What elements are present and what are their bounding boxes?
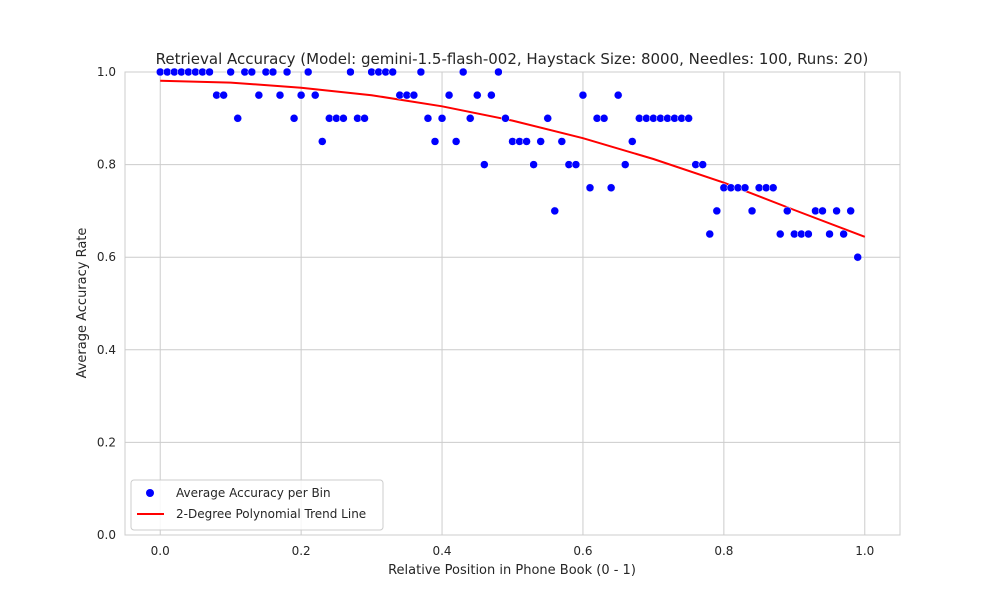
x-tick-label: 0.8 [714,544,733,558]
y-tick-label: 0.6 [97,250,116,264]
data-point [423,114,433,123]
data-point [303,67,313,77]
data-point [296,90,306,100]
y-tick-label: 0.4 [97,343,116,357]
data-point [522,137,531,146]
data-point [804,229,813,239]
data-point [775,229,785,239]
data-point [585,183,595,192]
chart-title: Retrieval Accuracy (Model: gemini-1.5-fl… [156,50,869,68]
data-point [740,183,750,192]
data-point [825,229,834,239]
data-point [247,67,257,77]
data-point [712,206,722,216]
legend-box [130,479,384,531]
data-point [613,90,623,100]
data-point [282,67,292,77]
data-point [473,90,482,100]
x-tick-labels: 0.0 0.2 0.4 0.6 0.8 1.0 [151,544,875,558]
data-point [536,137,545,146]
data-point [599,114,609,123]
data-point [480,160,489,169]
data-point [628,137,637,146]
scatter-points [155,67,862,262]
data-point [318,137,327,146]
data-point [705,229,715,239]
data-point [416,67,426,77]
x-tick-label: 0.6 [573,544,592,558]
data-point [606,183,616,192]
data-point [360,114,369,123]
data-point [578,90,588,100]
trend-line-group [160,79,866,238]
data-point [501,114,510,123]
data-point [268,67,278,77]
data-point [698,160,707,169]
data-point [550,206,560,216]
y-axis-title: Average Accuracy Rate [75,228,90,379]
data-point [747,206,757,216]
data-point [233,114,242,123]
data-point [289,114,299,123]
data-point [254,90,264,100]
x-axis-title: Relative Position in Phone Book (0 - 1) [388,563,636,578]
plot-frame [124,71,901,536]
data-point [310,90,320,100]
data-point [226,67,235,77]
legend-label-trend: 2-Degree Polynomial Trend Line [176,507,366,521]
y-tick-label: 1.0 [97,65,116,79]
y-tick-label: 0.8 [97,158,116,172]
data-point [557,137,567,146]
data-point [275,90,285,100]
data-point [846,206,855,216]
data-point [839,229,848,239]
data-point [409,90,419,100]
legend: Average Accuracy per Bin 2-Degree Polyno… [130,479,384,531]
data-point [620,160,630,169]
data-point [346,67,355,77]
data-point [684,114,693,123]
data-point [543,114,552,123]
data-point [768,183,778,192]
data-point [853,252,862,262]
legend-label-scatter: Average Accuracy per Bin [176,486,331,500]
data-point [430,137,440,146]
trend-line [160,79,866,238]
data-point [444,90,454,100]
data-point [487,90,496,100]
data-point [388,67,397,77]
y-tick-label: 0.2 [97,435,116,449]
x-tick-label: 0.0 [151,544,170,558]
x-tick-label: 0.4 [432,544,451,558]
data-point [494,67,503,77]
data-point [465,114,475,123]
data-point [571,160,581,169]
data-point [219,90,228,100]
data-point [451,137,461,146]
data-point [832,206,841,216]
data-point [783,206,792,216]
data-point [458,67,468,77]
data-point [529,160,538,169]
data-point [437,114,447,123]
y-tick-label: 0.0 [97,528,116,542]
data-point [818,206,827,216]
x-tick-label: 0.2 [292,544,311,558]
legend-marker-scatter [146,489,154,497]
data-point [339,114,348,123]
data-point [205,67,214,77]
y-tick-labels: 0.0 0.2 0.4 0.6 0.8 1.0 [97,65,116,542]
x-tick-label: 1.0 [855,544,874,558]
